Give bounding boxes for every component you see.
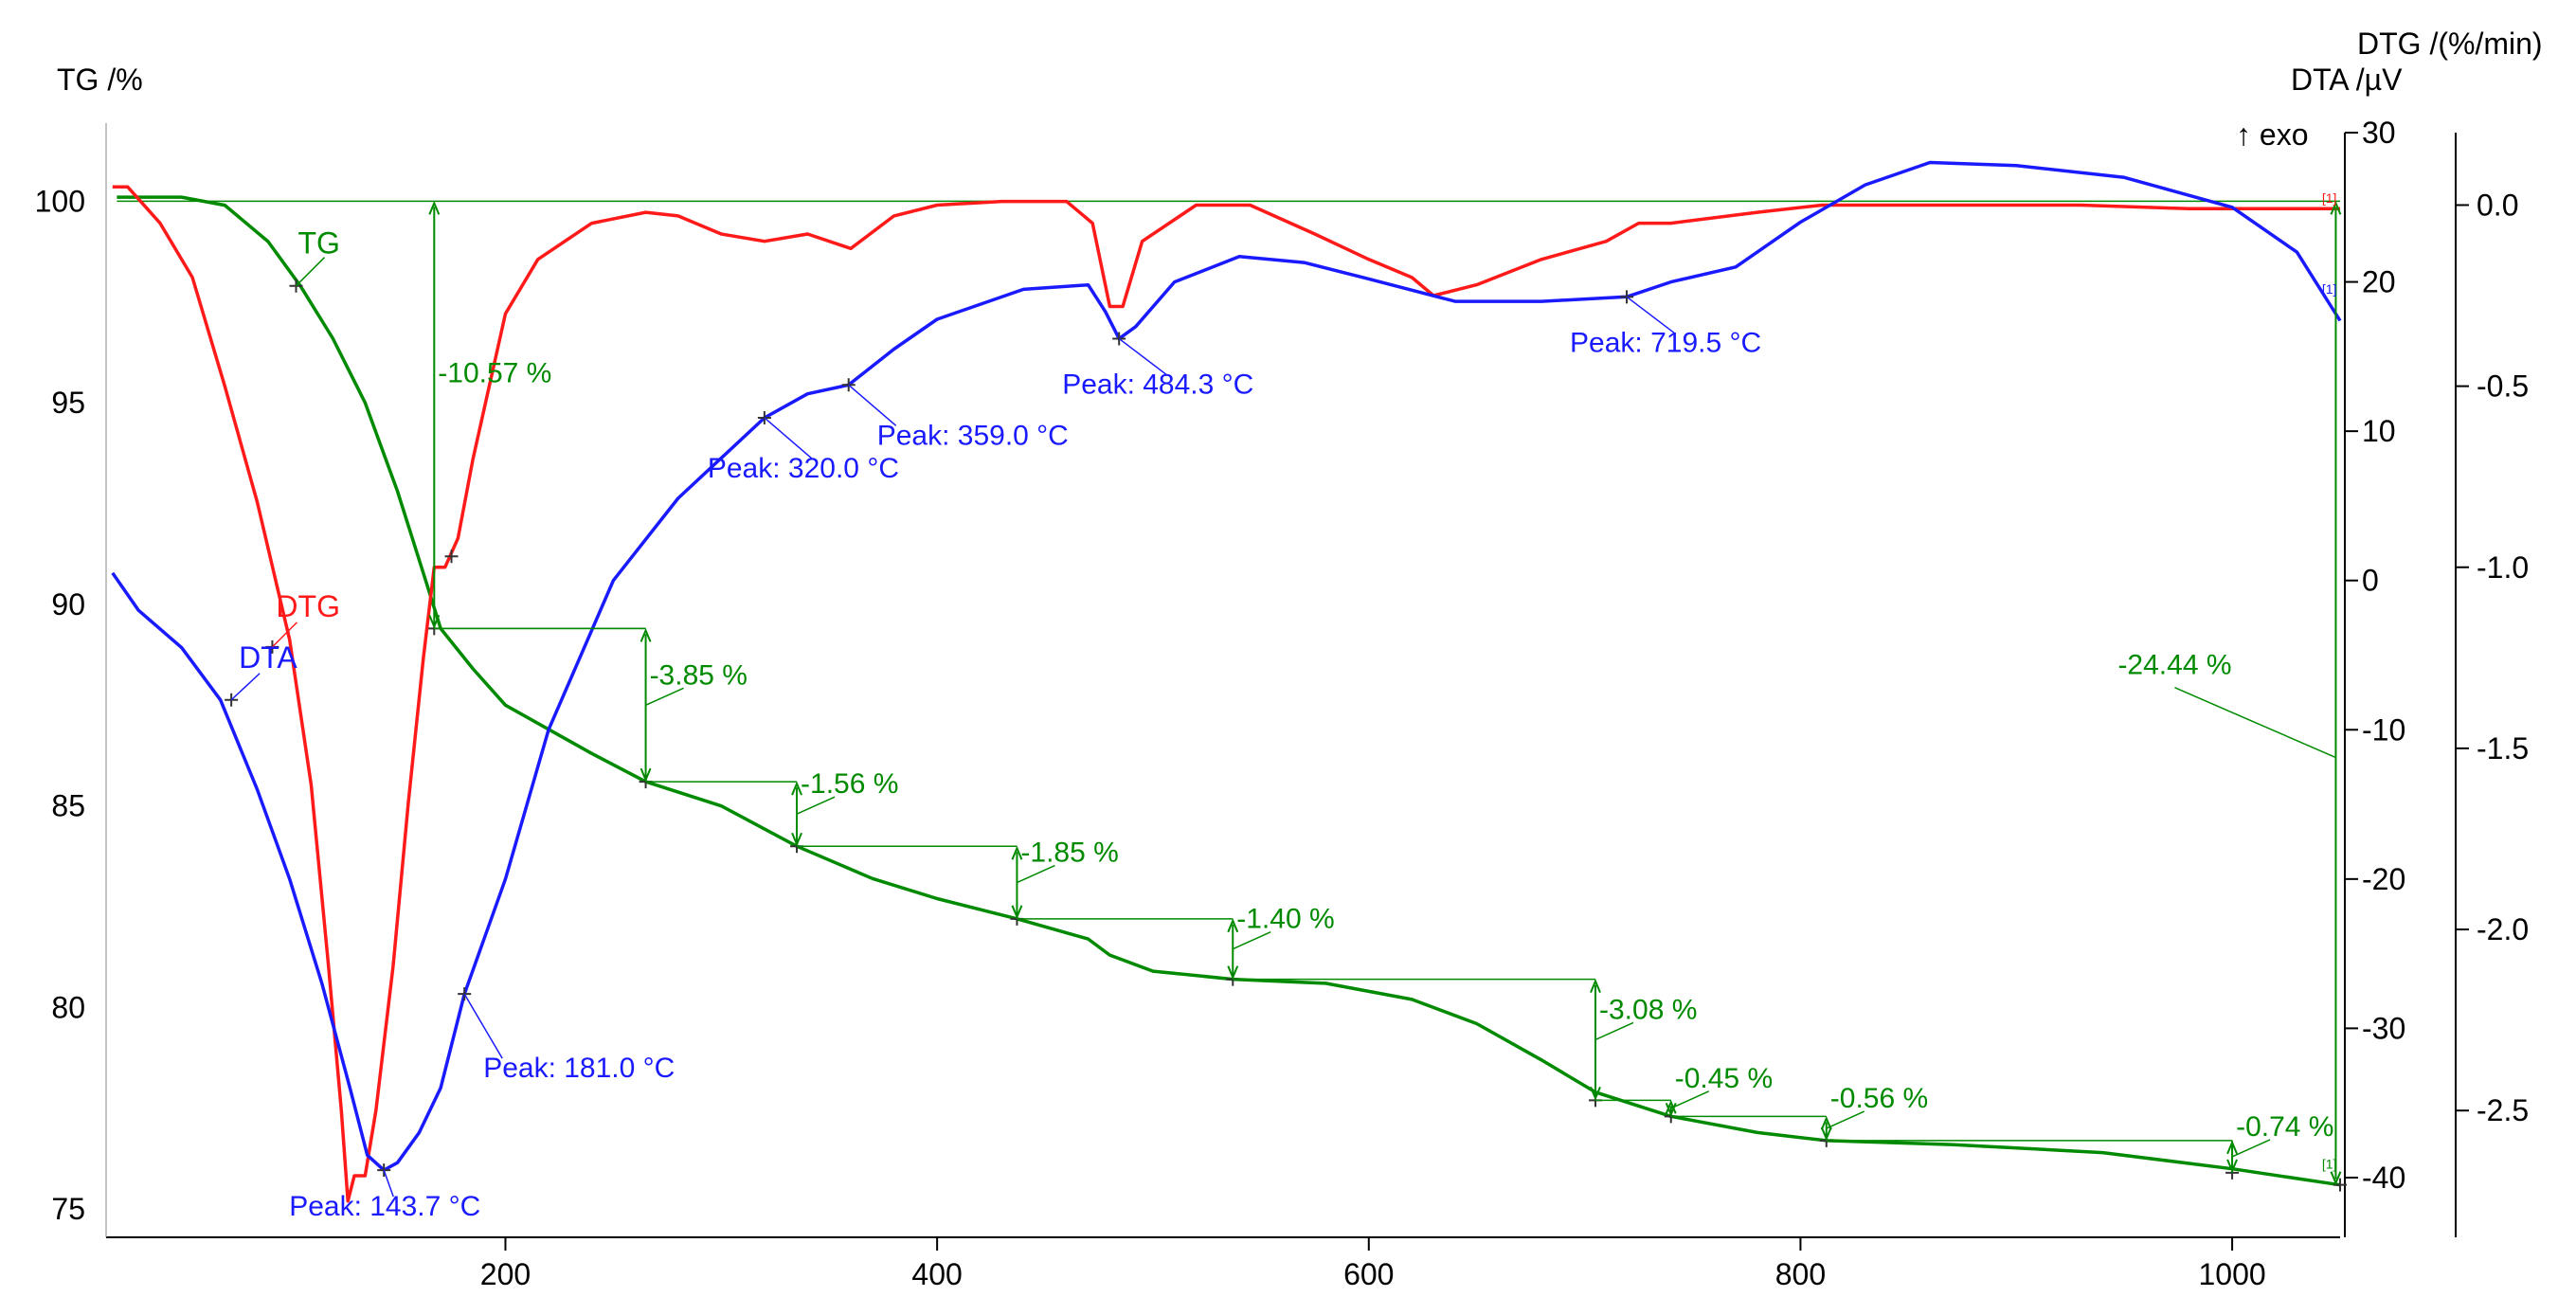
mass-change-label: -1.40 %	[1236, 904, 1334, 935]
mass-change-arrowhead	[639, 627, 652, 642]
mass-change-label: -10.57 %	[438, 357, 551, 388]
mass-change-leader	[2174, 687, 2336, 759]
peak-label: Peak: 719.5 °C	[1570, 327, 1761, 358]
peak-leader	[848, 384, 897, 426]
mass-change-leader	[1017, 864, 1055, 884]
mass-change-leader	[1670, 1090, 1710, 1109]
tg-series-label: TG	[297, 226, 339, 261]
peak-label: Peak: 359.0 °C	[877, 420, 1069, 451]
tg-tick-label: 85	[51, 789, 85, 823]
dta-curve	[111, 160, 2342, 1172]
dtg-tick-label: -2.0	[2477, 912, 2529, 946]
dtg-series-label: DTG	[276, 589, 340, 623]
tg-curve	[117, 195, 2341, 1187]
mass-change-label: -24.44 %	[2117, 650, 2231, 681]
mass-change-arrowhead	[1011, 905, 1023, 920]
peak-label: Peak: 181.0 °C	[483, 1053, 675, 1084]
mass-change-label: -3.85 %	[650, 659, 748, 691]
mass-change-label: -3.08 %	[1599, 994, 1697, 1025]
mass-change-leader	[1826, 1110, 1865, 1129]
mass-change-arrowhead	[791, 781, 802, 796]
tg-label-leader	[295, 257, 326, 287]
dta-tick-label: -40	[2362, 1161, 2405, 1195]
tg-tick-label: 80	[51, 990, 85, 1024]
tg-tick-label: 90	[51, 587, 85, 621]
mass-change-arrowhead	[1820, 1126, 1832, 1142]
curve-marker	[444, 549, 459, 564]
peak-label: Peak: 143.7 °C	[289, 1191, 480, 1222]
x-tick-label: 200	[480, 1257, 531, 1291]
dta-tick-label: 20	[2362, 265, 2396, 299]
tg-tick-label: 100	[35, 184, 85, 218]
dta-tick-label: 30	[2362, 116, 2396, 150]
x-tick-label: 600	[1343, 1257, 1394, 1291]
end-marker-tg: [1]	[2322, 1157, 2337, 1172]
mass-change-arrowhead	[1590, 979, 1601, 994]
dtg-tick-label: -2.5	[2477, 1093, 2529, 1127]
peak-leader	[463, 993, 503, 1059]
peak-leader	[764, 417, 813, 459]
peak-leader	[1118, 337, 1167, 376]
mass-change-arrowhead	[1820, 1115, 1832, 1130]
mass-change-arrowhead	[1227, 965, 1239, 981]
tg-tick-label: 75	[51, 1192, 85, 1226]
end-marker-dta: [1]	[2322, 281, 2337, 297]
dta-tick-label: -10	[2362, 712, 2405, 747]
mass-change-arrowhead	[1227, 918, 1239, 933]
curve-marker	[377, 1163, 391, 1178]
mass-change-arrowhead	[428, 615, 441, 630]
peak-leader	[1626, 296, 1675, 333]
dta-tick-label: 0	[2362, 564, 2379, 598]
dta-label-leader	[230, 673, 261, 701]
dtg-tick-label: -0.5	[2477, 369, 2529, 404]
tg-tick-label: 95	[51, 386, 85, 420]
x-tick-label: 1000	[2198, 1257, 2265, 1291]
mass-change-label: -0.56 %	[1830, 1083, 1928, 1114]
mass-change-arrowhead	[1590, 1086, 1601, 1101]
mass-change-label: -0.45 %	[1675, 1063, 1773, 1094]
dta-tick-label: 10	[2362, 414, 2396, 448]
curve-marker	[265, 639, 279, 654]
dtg-tick-label: -1.5	[2477, 731, 2529, 766]
tg-axis-title: TG /%	[57, 63, 143, 97]
dta-tick-label: -30	[2362, 1011, 2405, 1045]
dtg-label-leader	[271, 621, 297, 648]
curve-marker	[225, 693, 239, 707]
exo-label: ↑ exo	[2236, 117, 2309, 152]
mass-change-arrowhead	[428, 200, 441, 215]
dtg-tick-label: 0.0	[2477, 188, 2518, 222]
mass-change-label: -1.56 %	[801, 768, 898, 800]
peak-leader	[383, 1169, 394, 1198]
x-tick-label: 400	[911, 1257, 962, 1291]
dta-axis-title: DTA /µV	[2291, 63, 2403, 97]
mass-change-label: -1.85 %	[1020, 838, 1118, 869]
dta-tick-label: -20	[2362, 862, 2405, 896]
mass-change-arrowhead	[2330, 200, 2342, 215]
peak-label: Peak: 320.0 °C	[708, 453, 899, 484]
mass-change-leader	[796, 796, 836, 815]
peak-label: Peak: 484.3 °C	[1062, 369, 1253, 400]
curve-marker	[458, 987, 472, 1001]
curve-marker	[1620, 290, 1634, 304]
dtg-axis-title: DTG /(%/min)	[2357, 27, 2543, 61]
mass-change-leader	[2231, 1139, 2271, 1158]
mass-change-label: -0.74 %	[2236, 1111, 2333, 1143]
dta-series-label: DTA	[239, 640, 297, 675]
mass-change-arrowhead	[1011, 845, 1023, 860]
mass-change-arrowhead	[2330, 1171, 2342, 1186]
dtg-curve	[112, 185, 2340, 1203]
mass-change-leader	[1232, 931, 1271, 950]
mass-change-arrowhead	[1665, 1099, 1677, 1114]
x-tick-label: 800	[1775, 1257, 1826, 1291]
mass-change-arrowhead	[791, 832, 802, 847]
mass-change-arrowhead	[639, 767, 652, 783]
mass-change-leader	[1594, 1021, 1634, 1041]
mass-change-leader	[645, 687, 684, 706]
dtg-tick-label: -1.0	[2477, 550, 2529, 585]
end-marker-dtg: [1]	[2322, 190, 2337, 206]
